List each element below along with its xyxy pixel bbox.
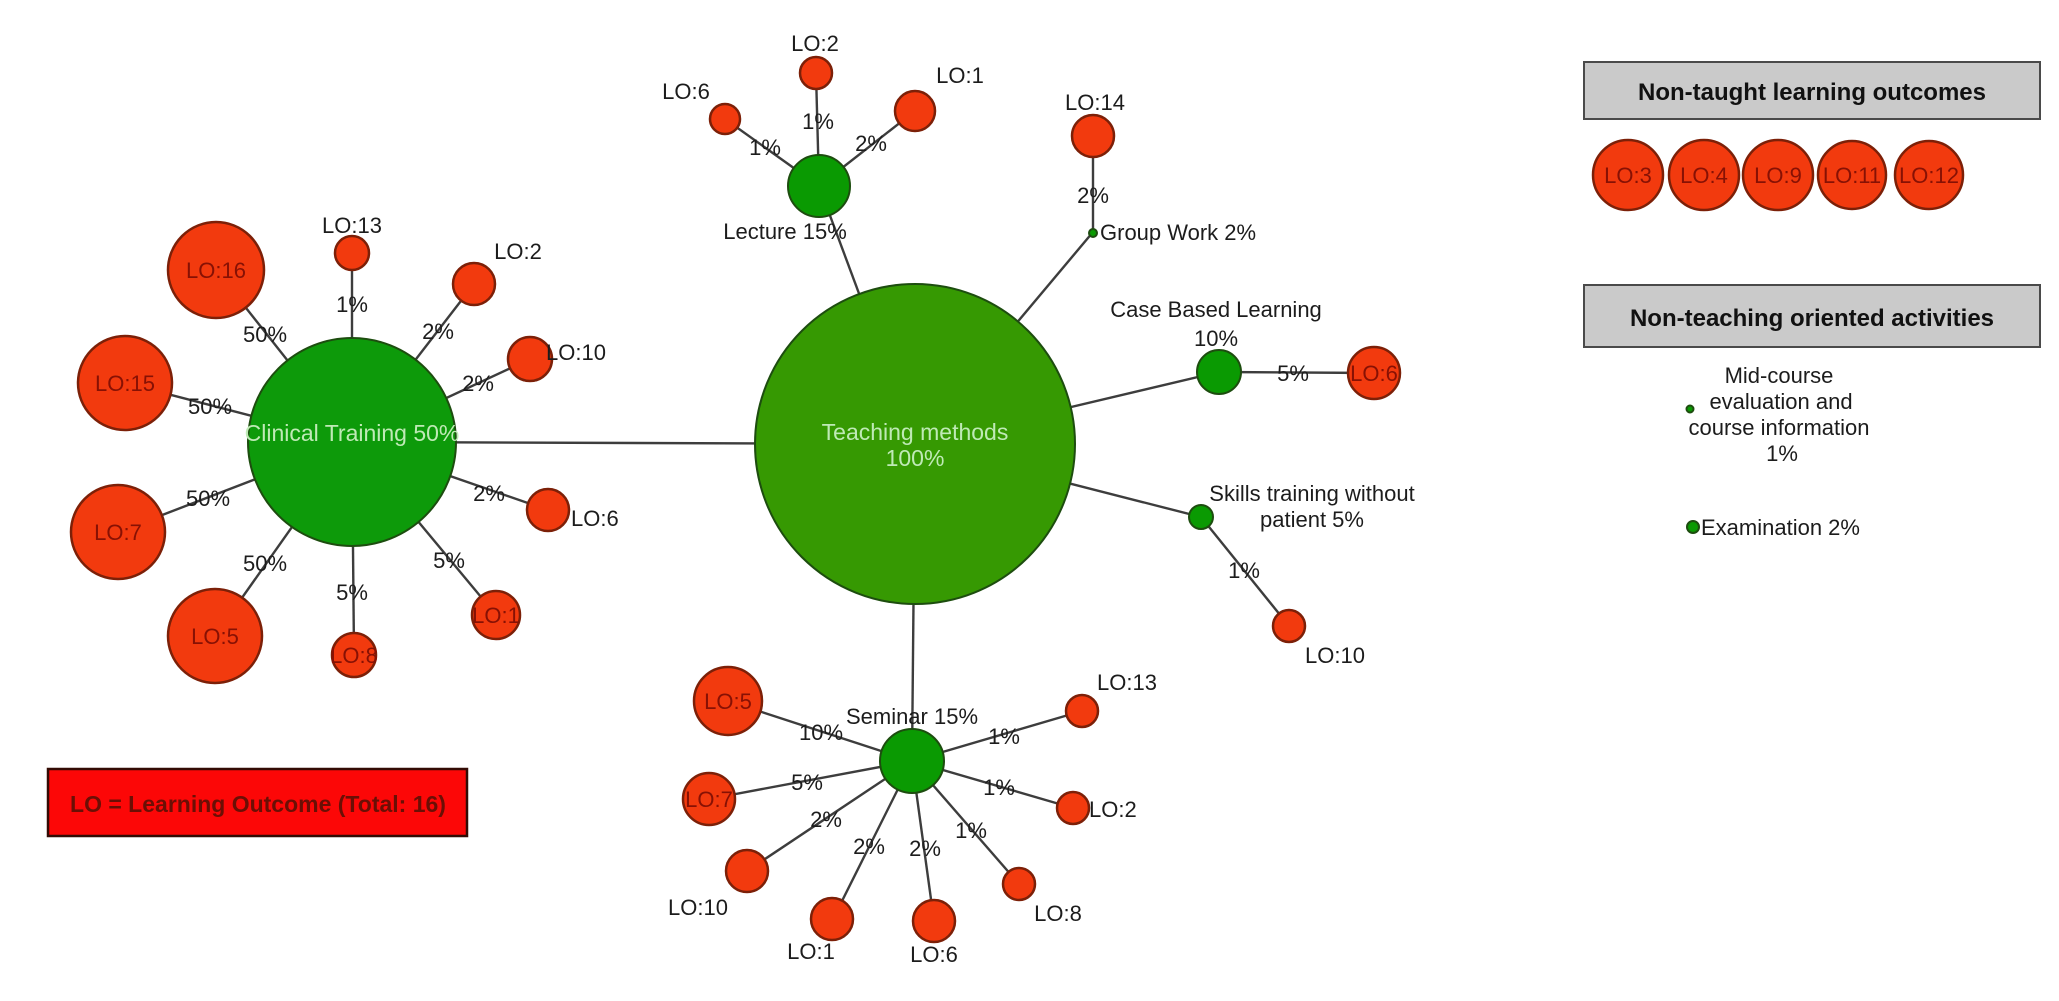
svg-text:LO:1: LO:1	[936, 63, 984, 88]
svg-text:LO:15: LO:15	[95, 371, 155, 396]
svg-text:2%: 2%	[1077, 183, 1109, 208]
svg-text:LO:13: LO:13	[1097, 670, 1157, 695]
svg-text:LO:1: LO:1	[787, 939, 835, 964]
svg-text:1%: 1%	[955, 818, 987, 843]
svg-text:LO:2: LO:2	[494, 239, 542, 264]
svg-text:2%: 2%	[462, 371, 494, 396]
svg-text:LO:5: LO:5	[191, 624, 239, 649]
svg-text:2%: 2%	[855, 131, 887, 156]
svg-text:5%: 5%	[336, 580, 368, 605]
svg-text:1%: 1%	[749, 135, 781, 160]
svg-text:LO:5: LO:5	[704, 689, 752, 714]
svg-text:2%: 2%	[909, 836, 941, 861]
svg-text:Teaching methods: Teaching methods	[822, 419, 1009, 445]
svg-text:Non-teaching oriented activiti: Non-teaching oriented activities	[1630, 305, 1994, 332]
svg-text:evaluation and: evaluation and	[1709, 389, 1852, 414]
svg-text:Non-taught learning outcomes: Non-taught learning outcomes	[1638, 79, 1986, 106]
svg-text:Seminar 15%: Seminar 15%	[846, 704, 978, 729]
svg-text:LO:1: LO:1	[472, 603, 520, 628]
svg-text:2%: 2%	[810, 807, 842, 832]
svg-text:Case Based Learning: Case Based Learning	[1110, 297, 1322, 322]
svg-text:1%: 1%	[988, 724, 1020, 749]
svg-text:10%: 10%	[1194, 326, 1238, 351]
svg-text:10%: 10%	[799, 720, 843, 745]
svg-text:LO:9: LO:9	[1754, 163, 1802, 188]
svg-text:Examination 2%: Examination 2%	[1701, 515, 1860, 540]
svg-text:50%: 50%	[243, 551, 287, 576]
svg-text:1%: 1%	[802, 109, 834, 134]
svg-text:LO:8: LO:8	[1034, 901, 1082, 926]
svg-text:5%: 5%	[1277, 361, 1309, 386]
svg-text:2%: 2%	[853, 834, 885, 859]
svg-text:course information: course information	[1689, 415, 1870, 440]
svg-text:LO:4: LO:4	[1680, 163, 1728, 188]
svg-text:LO:3: LO:3	[1604, 163, 1652, 188]
svg-text:1%: 1%	[983, 775, 1015, 800]
svg-text:LO:10: LO:10	[546, 340, 606, 365]
svg-text:1%: 1%	[1228, 558, 1260, 583]
svg-text:Mid-course: Mid-course	[1725, 363, 1834, 388]
svg-text:patient 5%: patient 5%	[1260, 507, 1364, 532]
svg-text:LO:16: LO:16	[186, 258, 246, 283]
svg-text:Skills training without: Skills training without	[1209, 481, 1414, 506]
svg-text:LO:6: LO:6	[662, 79, 710, 104]
svg-text:LO:6: LO:6	[571, 506, 619, 531]
svg-text:LO:10: LO:10	[1305, 643, 1365, 668]
svg-text:LO = Learning Outcome (Total:: LO = Learning Outcome (Total: 16)	[70, 791, 446, 817]
svg-text:LO:10: LO:10	[668, 895, 728, 920]
svg-text:1%: 1%	[1766, 441, 1798, 466]
svg-text:2%: 2%	[422, 319, 454, 344]
svg-text:50%: 50%	[188, 394, 232, 419]
svg-text:Group Work 2%: Group Work 2%	[1100, 220, 1256, 245]
svg-text:Clinical Training 50%: Clinical Training 50%	[245, 420, 460, 446]
svg-text:LO:7: LO:7	[94, 520, 142, 545]
svg-text:2%: 2%	[473, 481, 505, 506]
svg-text:100%: 100%	[886, 445, 945, 471]
svg-text:LO:14: LO:14	[1065, 90, 1125, 115]
svg-text:1%: 1%	[336, 292, 368, 317]
svg-text:Lecture 15%: Lecture 15%	[723, 219, 847, 244]
svg-text:LO:11: LO:11	[1823, 163, 1881, 188]
svg-text:LO:2: LO:2	[791, 31, 839, 56]
svg-text:LO:2: LO:2	[1089, 797, 1137, 822]
svg-text:LO:7: LO:7	[685, 787, 733, 812]
svg-text:50%: 50%	[186, 486, 230, 511]
svg-text:LO:13: LO:13	[322, 213, 382, 238]
svg-text:LO:6: LO:6	[910, 942, 958, 967]
svg-text:50%: 50%	[243, 322, 287, 347]
svg-text:LO:12: LO:12	[1899, 163, 1959, 188]
svg-text:5%: 5%	[791, 770, 823, 795]
svg-text:LO:8: LO:8	[330, 643, 378, 668]
svg-text:LO:6: LO:6	[1350, 361, 1398, 386]
svg-text:5%: 5%	[433, 548, 465, 573]
